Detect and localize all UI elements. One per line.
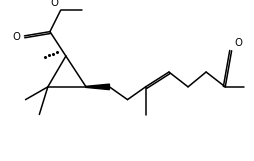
Text: O: O: [233, 38, 241, 48]
Polygon shape: [86, 84, 109, 90]
Text: O: O: [50, 0, 58, 8]
Text: O: O: [12, 32, 20, 42]
